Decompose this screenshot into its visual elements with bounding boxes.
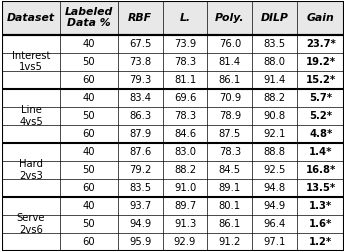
Bar (60, 1, 118, 35)
Text: 5.7*: 5.7* (309, 93, 332, 103)
Text: 73.8: 73.8 (129, 57, 151, 67)
Text: 83.5: 83.5 (129, 183, 151, 193)
Text: 95.9: 95.9 (129, 237, 151, 247)
Text: 88.8: 88.8 (264, 147, 286, 157)
Text: DILP: DILP (261, 13, 289, 23)
Text: 89.1: 89.1 (219, 183, 241, 193)
Text: Hard
2vs3: Hard 2vs3 (19, 159, 43, 181)
Text: 96.4: 96.4 (264, 219, 286, 229)
Text: 88.2: 88.2 (174, 165, 196, 175)
Bar (252, 1, 297, 35)
Text: 67.5: 67.5 (129, 39, 151, 49)
Text: 92.5: 92.5 (264, 165, 286, 175)
Text: 5.2*: 5.2* (309, 111, 332, 121)
Text: 78.3: 78.3 (174, 57, 196, 67)
Text: 40: 40 (82, 147, 95, 157)
Text: Line
4vs5: Line 4vs5 (19, 105, 43, 127)
Text: 50: 50 (82, 219, 95, 229)
Text: 1.3*: 1.3* (309, 201, 333, 211)
Text: 40: 40 (82, 93, 95, 103)
Text: 79.2: 79.2 (129, 165, 151, 175)
Text: 60: 60 (82, 237, 95, 247)
Text: 94.9: 94.9 (129, 219, 151, 229)
Text: 4.8*: 4.8* (309, 129, 333, 139)
Text: 60: 60 (82, 183, 95, 193)
Text: 83.4: 83.4 (129, 93, 151, 103)
Text: 88.2: 88.2 (264, 93, 286, 103)
Text: 13.5*: 13.5* (306, 183, 336, 193)
Text: 94.9: 94.9 (264, 201, 286, 211)
Text: Gain: Gain (307, 13, 335, 23)
Text: 87.5: 87.5 (219, 129, 241, 139)
Text: 84.5: 84.5 (219, 165, 241, 175)
Text: 70.9: 70.9 (219, 93, 241, 103)
Text: 1.4*: 1.4* (309, 147, 333, 157)
Text: 50: 50 (82, 165, 95, 175)
Text: 88.0: 88.0 (264, 57, 286, 67)
Text: 91.0: 91.0 (174, 183, 196, 193)
Text: Labeled
Data %: Labeled Data % (65, 7, 113, 28)
Text: 60: 60 (82, 129, 95, 139)
Text: Serve
2vs6: Serve 2vs6 (17, 213, 45, 235)
Text: 76.0: 76.0 (219, 39, 241, 49)
Text: 79.3: 79.3 (129, 75, 151, 85)
Text: 73.9: 73.9 (174, 39, 196, 49)
Text: 40: 40 (82, 39, 95, 49)
Text: 23.7*: 23.7* (306, 39, 336, 49)
Text: 92.1: 92.1 (264, 129, 286, 139)
Text: 15.2*: 15.2* (306, 75, 336, 85)
Text: 83.5: 83.5 (264, 39, 286, 49)
Text: 78.3: 78.3 (219, 147, 241, 157)
Bar (162, 1, 207, 35)
Text: Poly.: Poly. (215, 13, 245, 23)
Text: 78.3: 78.3 (174, 111, 196, 121)
Text: 40: 40 (82, 201, 95, 211)
Text: 92.9: 92.9 (174, 237, 196, 247)
Text: 81.1: 81.1 (174, 75, 196, 85)
Text: 89.7: 89.7 (174, 201, 196, 211)
Text: 81.4: 81.4 (219, 57, 241, 67)
Text: 87.6: 87.6 (129, 147, 151, 157)
Text: 86.3: 86.3 (129, 111, 151, 121)
Bar (2, 1, 60, 35)
Text: 69.6: 69.6 (174, 93, 196, 103)
Text: 94.8: 94.8 (264, 183, 286, 193)
Text: L.: L. (179, 13, 190, 23)
Text: 78.9: 78.9 (219, 111, 241, 121)
Text: 90.8: 90.8 (264, 111, 286, 121)
Text: Dataset: Dataset (7, 13, 55, 23)
Text: 91.3: 91.3 (174, 219, 196, 229)
Text: 1.6*: 1.6* (309, 219, 333, 229)
Text: 84.6: 84.6 (174, 129, 196, 139)
Text: 16.8*: 16.8* (306, 165, 336, 175)
Text: 87.9: 87.9 (129, 129, 151, 139)
Text: 97.1: 97.1 (264, 237, 286, 247)
Text: 93.7: 93.7 (129, 201, 151, 211)
Text: 50: 50 (82, 57, 95, 67)
Text: 91.4: 91.4 (264, 75, 286, 85)
Text: Interest
1vs5: Interest 1vs5 (12, 51, 50, 72)
Text: 86.1: 86.1 (219, 219, 241, 229)
Text: 60: 60 (82, 75, 95, 85)
Text: RBF: RBF (128, 13, 152, 23)
Text: 91.2: 91.2 (219, 237, 241, 247)
Text: 83.0: 83.0 (174, 147, 196, 157)
Text: 1.2*: 1.2* (309, 237, 333, 247)
Text: 86.1: 86.1 (219, 75, 241, 85)
Bar (207, 1, 252, 35)
Bar (297, 1, 344, 35)
Text: 80.1: 80.1 (219, 201, 241, 211)
Text: 19.2*: 19.2* (306, 57, 336, 67)
Bar (118, 1, 162, 35)
Text: 50: 50 (82, 111, 95, 121)
